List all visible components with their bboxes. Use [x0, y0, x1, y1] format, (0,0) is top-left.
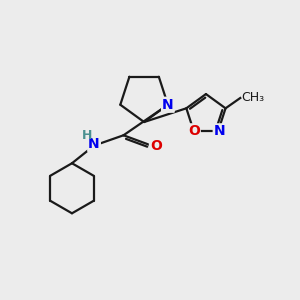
Text: N: N — [214, 124, 225, 138]
Text: CH₃: CH₃ — [242, 91, 265, 104]
Text: O: O — [188, 124, 200, 138]
Text: N: N — [88, 137, 100, 151]
Text: O: O — [150, 139, 162, 153]
Text: N: N — [162, 98, 174, 112]
Text: H: H — [82, 129, 92, 142]
